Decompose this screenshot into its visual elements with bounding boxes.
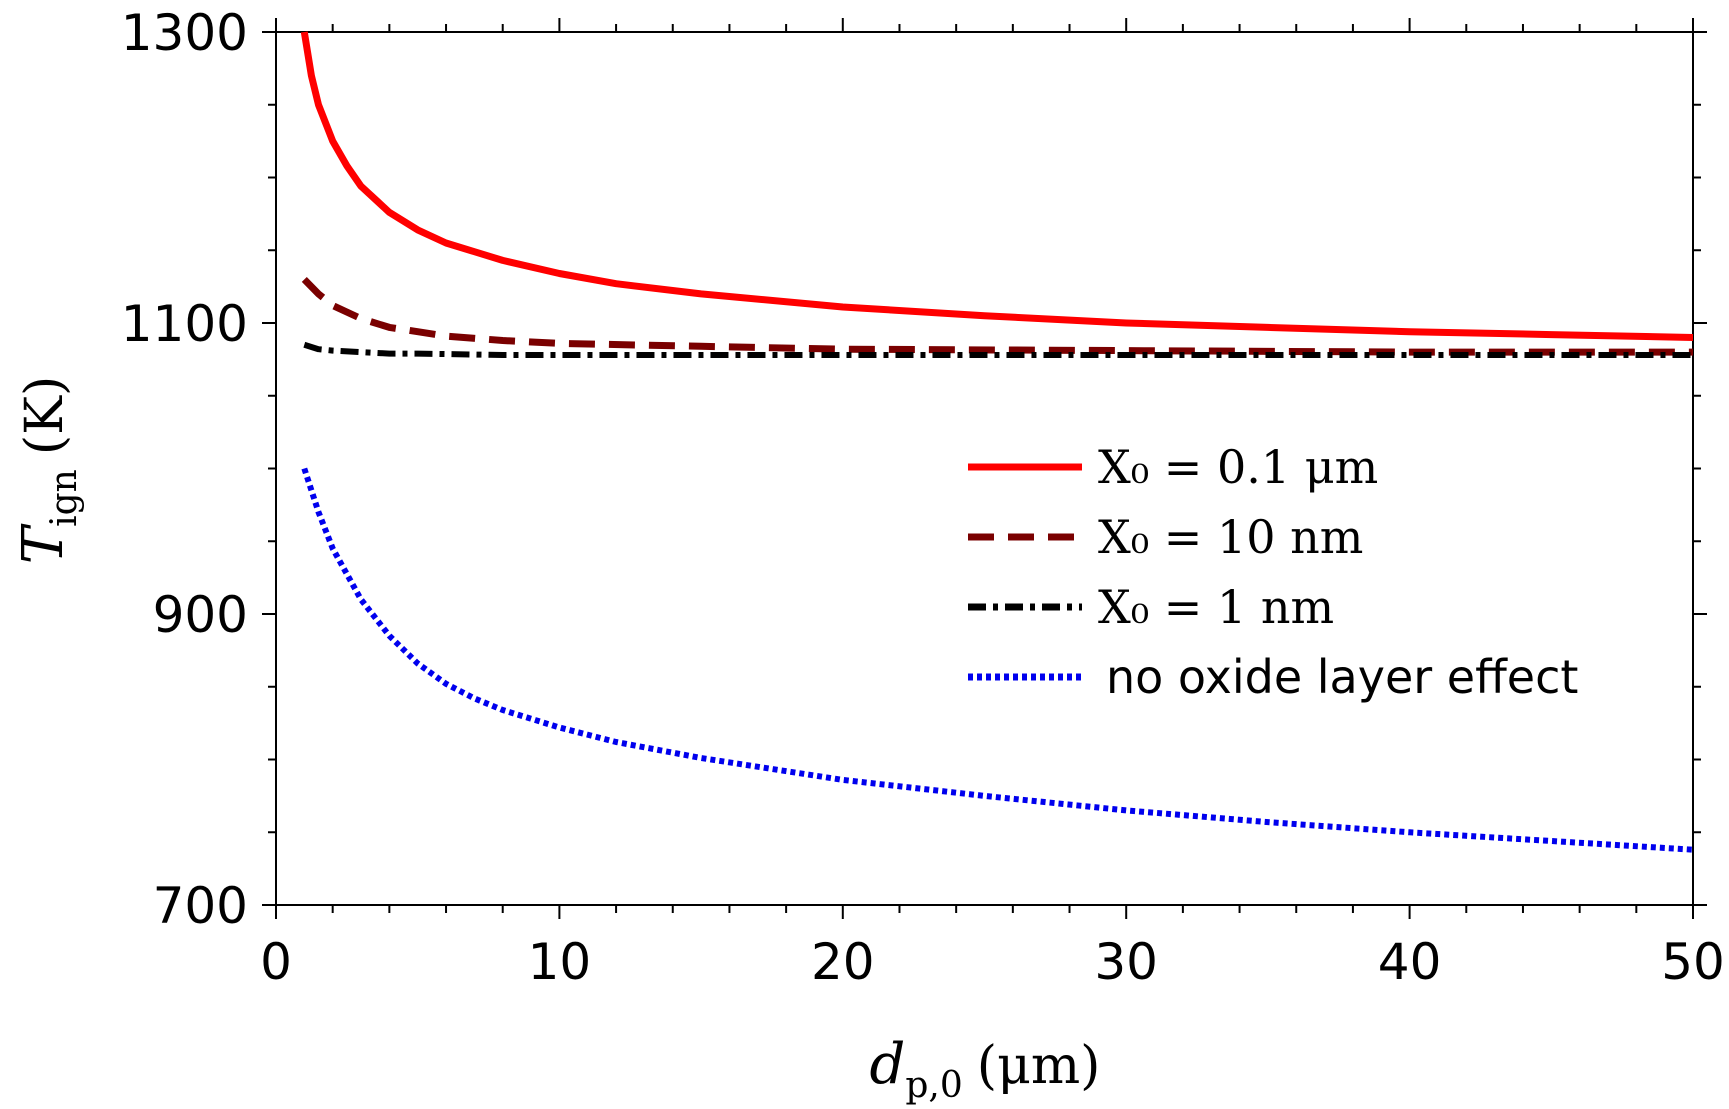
- x-tick-label: 20: [811, 933, 875, 991]
- series-line-0: [300, 31, 1694, 341]
- series-line-3: [301, 467, 1694, 853]
- ticks-layer: 0 10 20 30 40 50 700 900 1100 1300: [121, 4, 1725, 991]
- y-tick-label: 1100: [121, 295, 248, 353]
- series-layer: [300, 31, 1694, 853]
- legend-label-1: X₀ = 10 nm: [1098, 510, 1363, 564]
- x-axis-label: dp,0 (μm): [870, 1032, 1101, 1106]
- series-line-1: [301, 276, 1693, 356]
- legend-label-2: X₀ = 1 nm: [1098, 580, 1334, 634]
- x-tick-label: 50: [1661, 933, 1725, 991]
- legend: X₀ = 0.1 μm X₀ = 10 nm X₀ = 1 nm no oxid…: [968, 440, 1578, 704]
- legend-label-0: X₀ = 0.1 μm: [1098, 440, 1378, 494]
- y-tick-label: 1300: [121, 4, 248, 62]
- y-tick-label: 700: [153, 877, 248, 935]
- series-line-2: [303, 341, 1693, 358]
- x-tick-label: 40: [1378, 933, 1442, 991]
- x-tick-label: 0: [260, 933, 292, 991]
- y-axis-label: Tign(K): [11, 376, 85, 565]
- legend-label-3: no oxide layer effect: [1106, 650, 1578, 704]
- y-tick-label: 900: [153, 586, 248, 644]
- x-tick-label: 10: [528, 933, 592, 991]
- x-tick-label: 30: [1094, 933, 1158, 991]
